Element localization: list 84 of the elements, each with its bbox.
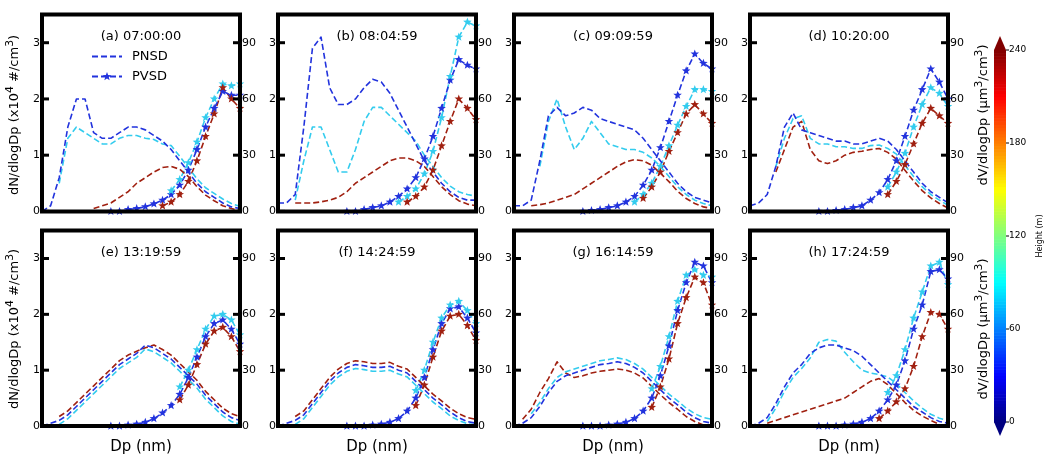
text: (b) 08:04:59 (336, 28, 418, 44)
y2-tick-label: 0 (950, 204, 957, 218)
y2-tick-label: 30 (950, 148, 964, 162)
y2-tick-label: 90 (714, 251, 728, 265)
y2-tick-label: 0 (478, 418, 485, 432)
y-tick-label: 2 (741, 307, 748, 321)
y2-tick-label: 90 (950, 251, 964, 265)
y2-tick-label: 90 (478, 251, 492, 265)
y-tick-label: 2 (269, 91, 276, 105)
y-tick-label: 0 (741, 204, 748, 218)
y-tick-label: 0 (741, 418, 748, 432)
y2-tick-label: 60 (714, 307, 728, 321)
y-tick-label: 1 (741, 148, 748, 162)
x-axis-title: Dp (nm) (818, 436, 880, 455)
x-axis-title: Dp (nm) (346, 436, 408, 455)
color-bar-label: 180 (1009, 137, 1027, 148)
color-bar-label: 240 (1009, 44, 1027, 55)
y2-tick-label: 90 (242, 251, 256, 265)
legend-label: PNSD (132, 47, 168, 63)
y-tick-label: 3 (33, 251, 40, 265)
text: (e) 13:19:59 (100, 244, 182, 260)
y2-tick-label: 0 (478, 204, 485, 218)
text: (d) 10:20:00 (808, 28, 890, 44)
color-bar-label: 60 (1009, 323, 1021, 334)
y-tick-label: 1 (269, 363, 276, 377)
y-tick-label: 0 (269, 204, 276, 218)
y-tick-label: 1 (33, 148, 40, 162)
y-tick-label: 2 (741, 91, 748, 105)
y2-tick-label: 30 (950, 363, 964, 377)
text: (h) 17:24:59 (808, 244, 890, 260)
y2-tick-label: 60 (478, 91, 492, 105)
y2-tick-label: 60 (714, 91, 728, 105)
y-tick-label: 3 (741, 251, 748, 265)
y2-tick-label: 60 (950, 91, 964, 105)
y-tick-label: 1 (741, 363, 748, 377)
y2-tick-label: 60 (950, 307, 964, 321)
y-tick-label: 1 (269, 148, 276, 162)
color-bar-label: 0 (1009, 416, 1015, 427)
y-tick-label: 3 (505, 251, 512, 265)
y-tick-label: 1 (505, 363, 512, 377)
y2-tick-label: 30 (242, 363, 256, 377)
y-tick-label: 0 (505, 418, 512, 432)
y-tick-label: 0 (505, 204, 512, 218)
y-tick-label: 1 (505, 148, 512, 162)
y2-tick-label: 30 (714, 148, 728, 162)
y-tick-label: 3 (505, 35, 512, 49)
y-tick-label: 0 (269, 418, 276, 432)
x-axis-title: Dp (nm) (110, 436, 172, 455)
y-tick-label: 3 (741, 35, 748, 49)
y-tick-label: 2 (505, 307, 512, 321)
y-tick-label: 3 (269, 35, 276, 49)
legend-label: PVSD (132, 67, 167, 83)
y-tick-label: 2 (505, 91, 512, 105)
text: (c) 09:09:59 (573, 28, 653, 44)
y2-tick-label: 30 (242, 148, 256, 162)
color-bar-label: 120 (1009, 230, 1027, 241)
x-axis-title: Dp (nm) (582, 436, 644, 455)
y2-tick-label: 60 (242, 307, 256, 321)
y2-tick-label: 0 (714, 418, 721, 432)
text: (a) 07:00:00 (100, 28, 182, 44)
y2-tick-label: 0 (242, 204, 249, 218)
y2-tick-label: 0 (950, 418, 957, 432)
y-tick-label: 2 (33, 307, 40, 321)
text: (f) 14:24:59 (338, 244, 416, 260)
y2-tick-label: 90 (478, 35, 492, 49)
y2-tick-label: 30 (478, 148, 492, 162)
y2-tick-label: 90 (714, 35, 728, 49)
y-tick-label: 3 (269, 251, 276, 265)
y-tick-label: 2 (269, 307, 276, 321)
y-tick-label: 3 (33, 35, 40, 49)
y-tick-label: 0 (33, 204, 40, 218)
y2-tick-label: 90 (950, 35, 964, 49)
y2-tick-label: 0 (242, 418, 249, 432)
text: (g) 16:14:59 (572, 244, 654, 260)
color-bar-title: Height (m) (1034, 214, 1044, 258)
y2-tick-label: 60 (478, 307, 492, 321)
y2-tick-label: 90 (242, 35, 256, 49)
y2-tick-label: 0 (714, 204, 721, 218)
y-tick-label: 2 (33, 91, 40, 105)
y-tick-label: 0 (33, 418, 40, 432)
y2-tick-label: 30 (714, 363, 728, 377)
y2-tick-label: 30 (478, 363, 492, 377)
y-tick-label: 1 (33, 363, 40, 377)
y2-tick-label: 60 (242, 91, 256, 105)
